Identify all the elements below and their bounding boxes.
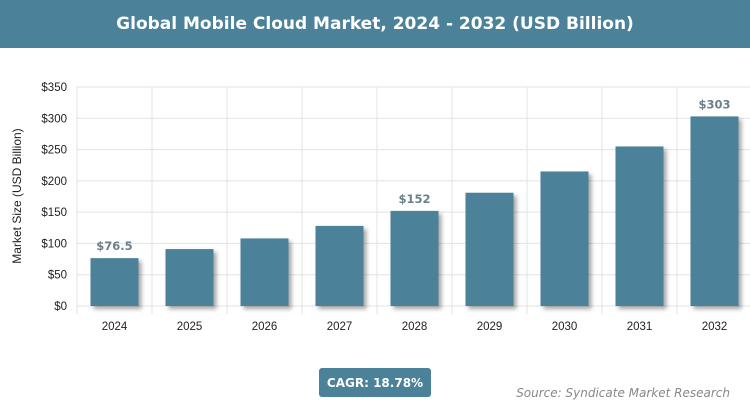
data-label: $76.5	[96, 239, 132, 253]
x-tick-label: 2031	[627, 321, 653, 333]
x-tick-label: 2032	[702, 321, 728, 333]
data-label: $152	[398, 192, 430, 206]
x-tick-label: 2025	[177, 321, 203, 333]
bar-2029	[465, 192, 514, 306]
x-tick-label: 2028	[402, 321, 428, 333]
y-tick-label: $250	[41, 145, 67, 157]
x-tick-label: 2026	[252, 321, 278, 333]
bar-2026	[240, 238, 289, 306]
bar-2030	[540, 171, 589, 306]
y-tick-label: $300	[41, 113, 67, 125]
bar-2031	[615, 146, 664, 306]
y-tick-label: $100	[41, 238, 67, 250]
x-tick-label: 2027	[327, 321, 353, 333]
bar-2032	[690, 116, 739, 306]
bar-2025	[165, 249, 214, 306]
x-tick-label: 2029	[477, 321, 503, 333]
chart-title: Global Mobile Cloud Market, 2024 - 2032 …	[0, 0, 750, 48]
source-note: Source: Syndicate Market Research	[516, 386, 730, 400]
y-tick-label: $200	[41, 176, 67, 188]
y-axis-label: Market Size (USD Billion)	[10, 128, 24, 263]
bar-2027	[315, 225, 364, 306]
cagr-badge: CAGR: 18.78%	[319, 368, 431, 397]
y-tick-label: $150	[41, 207, 67, 219]
x-tick-label: 2024	[102, 321, 128, 333]
bar-2024	[90, 258, 139, 306]
y-tick-label: $0	[54, 301, 67, 313]
y-tick-label: $50	[48, 270, 67, 282]
x-tick-label: 2030	[552, 321, 578, 333]
bar-2028	[390, 210, 439, 306]
data-label: $303	[698, 97, 730, 111]
y-tick-label: $350	[41, 82, 67, 94]
